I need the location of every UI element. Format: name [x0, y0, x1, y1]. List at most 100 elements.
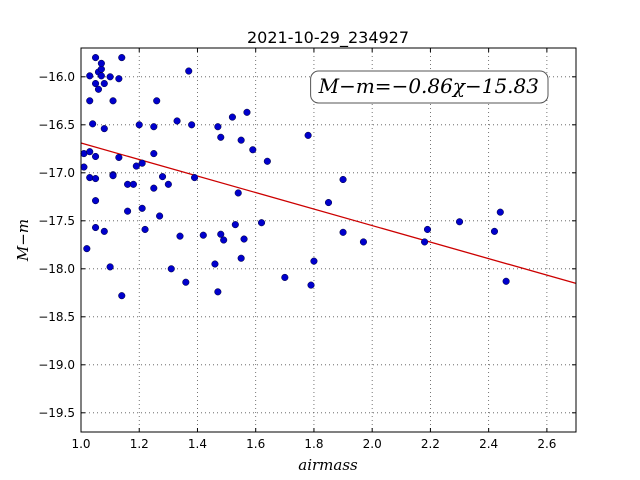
data-point: [182, 278, 190, 286]
data-point: [92, 197, 100, 205]
data-point: [263, 157, 271, 165]
data-point: [211, 260, 219, 268]
data-point: [220, 236, 228, 244]
y-tick-label: −18.5: [38, 310, 75, 324]
data-point: [237, 136, 245, 144]
data-point: [86, 174, 94, 182]
data-point: [324, 199, 333, 207]
data-point: [92, 175, 100, 183]
data-point: [217, 133, 225, 141]
data-point: [249, 146, 257, 154]
x-tick-label: 1.2: [130, 437, 149, 451]
data-point: [234, 189, 242, 197]
data-point: [115, 75, 123, 83]
data-point: [156, 212, 164, 220]
data-point: [243, 108, 251, 116]
data-point: [281, 273, 289, 281]
equation-annotation: M−m=−0.86χ−15.83: [318, 74, 539, 98]
data-point: [86, 97, 94, 105]
data-point: [92, 152, 100, 161]
fit-line: [80, 142, 577, 285]
data-point: [89, 120, 97, 128]
y-tick-label: −16.0: [38, 70, 75, 84]
data-points: [80, 54, 510, 300]
data-point: [339, 228, 347, 236]
y-tick-label: −16.5: [38, 118, 75, 132]
data-point: [185, 67, 193, 75]
data-point: [106, 263, 114, 271]
data-point: [129, 180, 137, 188]
data-point: [106, 73, 114, 81]
data-point: [138, 204, 146, 212]
y-tick-label: −18.0: [38, 262, 75, 276]
data-point: [100, 227, 108, 235]
data-point: [97, 59, 105, 67]
data-point: [191, 174, 199, 182]
data-point: [176, 232, 184, 240]
data-point: [115, 153, 123, 161]
data-point: [167, 265, 175, 273]
data-point: [502, 277, 510, 285]
data-point: [150, 150, 158, 158]
data-point: [307, 281, 315, 289]
data-point: [109, 97, 117, 105]
x-axis-label: airmass: [298, 456, 358, 474]
data-point: [94, 85, 103, 93]
y-tick-label: −17.0: [38, 166, 75, 180]
x-tick-label: 2.4: [479, 437, 498, 451]
data-point: [217, 230, 225, 238]
data-point: [423, 225, 432, 233]
data-point: [310, 257, 318, 265]
x-tick-label: 1.4: [188, 437, 207, 451]
data-point: [496, 208, 504, 216]
chart-title: 2021-10-29_234927: [247, 28, 409, 48]
data-point: [214, 288, 222, 296]
data-point: [100, 125, 108, 133]
data-point: [228, 113, 236, 121]
equation-box: M−m=−0.86χ−15.83: [310, 70, 549, 104]
data-point: [132, 162, 140, 170]
data-point: [359, 238, 367, 246]
data-point: [141, 225, 149, 233]
data-point: [490, 227, 499, 235]
y-tick-label: −19.0: [38, 358, 75, 372]
data-point: [138, 159, 146, 167]
x-tick-label: 1.0: [71, 437, 90, 451]
x-tick-label: 1.8: [304, 437, 323, 451]
data-point: [150, 123, 158, 131]
data-point: [455, 218, 464, 226]
data-point: [339, 175, 347, 184]
data-point: [421, 238, 429, 246]
data-point: [109, 172, 117, 180]
y-tick-label: −19.5: [38, 406, 75, 420]
data-point: [124, 207, 132, 215]
data-point: [135, 121, 143, 129]
y-axis-label: M−m: [14, 219, 32, 262]
data-point: [150, 184, 158, 192]
x-tick-label: 1.6: [246, 437, 265, 451]
data-point: [158, 173, 167, 181]
data-point: [164, 180, 172, 188]
plot-area: [80, 47, 577, 433]
axis-ticks: 1.0 1.2 1.4 1.6 1.8 2.0 2.2 2.4 2.6 −16.0 −16.5 −17…: [38, 48, 576, 451]
data-point: [199, 231, 207, 239]
data-point: [118, 54, 126, 62]
data-point: [237, 254, 245, 262]
x-tick-label: 2.0: [363, 437, 382, 451]
data-point: [86, 148, 94, 156]
data-point: [240, 235, 248, 243]
data-point: [97, 72, 105, 80]
data-point: [92, 223, 100, 232]
y-tick-label: −17.5: [38, 214, 75, 228]
equation-box-frame: [310, 70, 549, 104]
data-point: [86, 72, 94, 80]
data-point: [100, 79, 108, 88]
data-point: [257, 219, 266, 227]
data-point: [83, 245, 91, 253]
data-point: [92, 79, 100, 88]
grid: [80, 48, 576, 432]
data-point: [80, 163, 88, 171]
data-point: [214, 123, 222, 131]
data-point: [153, 97, 161, 105]
